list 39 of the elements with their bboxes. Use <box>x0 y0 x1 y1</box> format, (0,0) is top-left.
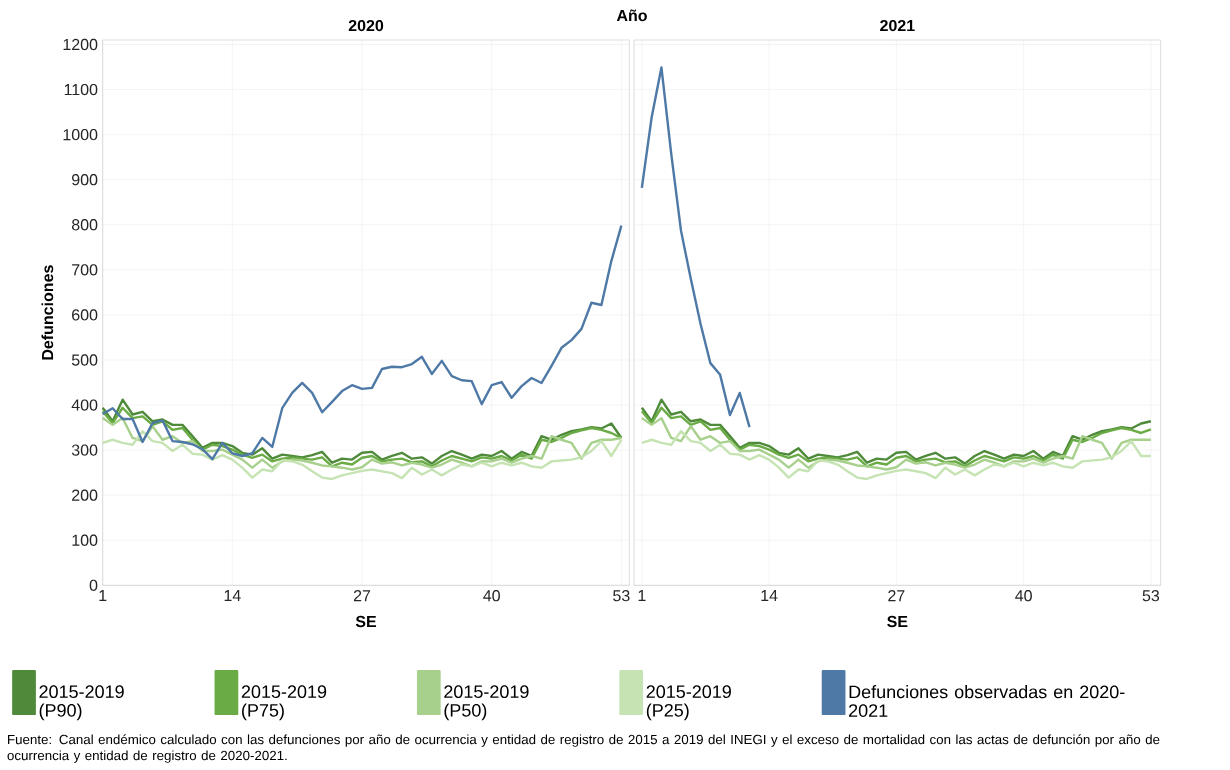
x-tick-label: 27 <box>353 590 371 602</box>
legend-label: 2015-2019 (P90) <box>39 685 124 721</box>
y-tick-label: 900 <box>72 174 98 186</box>
y-tick-label: 200 <box>72 489 98 501</box>
y-tick-label: 1000 <box>63 128 98 141</box>
source-note: Fuente: Canal endémico calculado con las defunciones por año de ocurrencia y entidad de registro de 2015 a 2019 del INEGI y el exceso de mortalidad con las actas de defunción por año de ocurrencia y entidad de registro de 2020-2021. <box>7 734 1160 763</box>
line-series <box>101 224 623 461</box>
y-tick-label: 600 <box>72 309 98 321</box>
y-tick-label: 400 <box>71 399 98 411</box>
y-tick-label: 100 <box>72 534 98 546</box>
x-tick-label: 40 <box>483 590 500 602</box>
line-series <box>101 416 623 471</box>
x-tick-label: 40 <box>1015 590 1032 602</box>
y-axis-title: Defunciones <box>41 265 54 360</box>
y-tick-label: 700 <box>72 264 98 276</box>
y-tick-label: 0 <box>89 579 98 591</box>
legend-label: 2015-2019 (P50) <box>444 685 529 721</box>
legend-label: Defunciones observadas en 2020-2021 <box>849 685 1125 717</box>
legend-label: 2015-2019 (P75) <box>241 685 327 721</box>
x-tick-label: 53 <box>613 590 630 602</box>
x-axis-title: SE <box>887 615 908 628</box>
x-tick-label: 1 <box>99 590 107 602</box>
y-tick-label: 1100 <box>64 83 98 96</box>
chart-title: 2020 <box>348 19 384 32</box>
text: Año <box>616 9 647 22</box>
y-tick-label: 500 <box>71 354 98 366</box>
x-tick-label: 27 <box>888 590 905 602</box>
y-tick-label: 300 <box>71 444 98 456</box>
y-tick-label: 1200 <box>63 38 98 51</box>
chart-title: 2021 <box>880 19 915 32</box>
legend-label: 2015-2019 (P25) <box>646 685 731 721</box>
x-tick-label: 14 <box>224 590 241 602</box>
x-axis-title: SE <box>355 615 377 628</box>
line-series <box>101 398 623 465</box>
y-tick-label: 800 <box>71 219 98 231</box>
x-tick-label: 1 <box>638 590 646 602</box>
x-tick-label: 14 <box>761 590 778 602</box>
x-tick-label: 53 <box>1142 590 1160 602</box>
line-series <box>101 406 623 468</box>
